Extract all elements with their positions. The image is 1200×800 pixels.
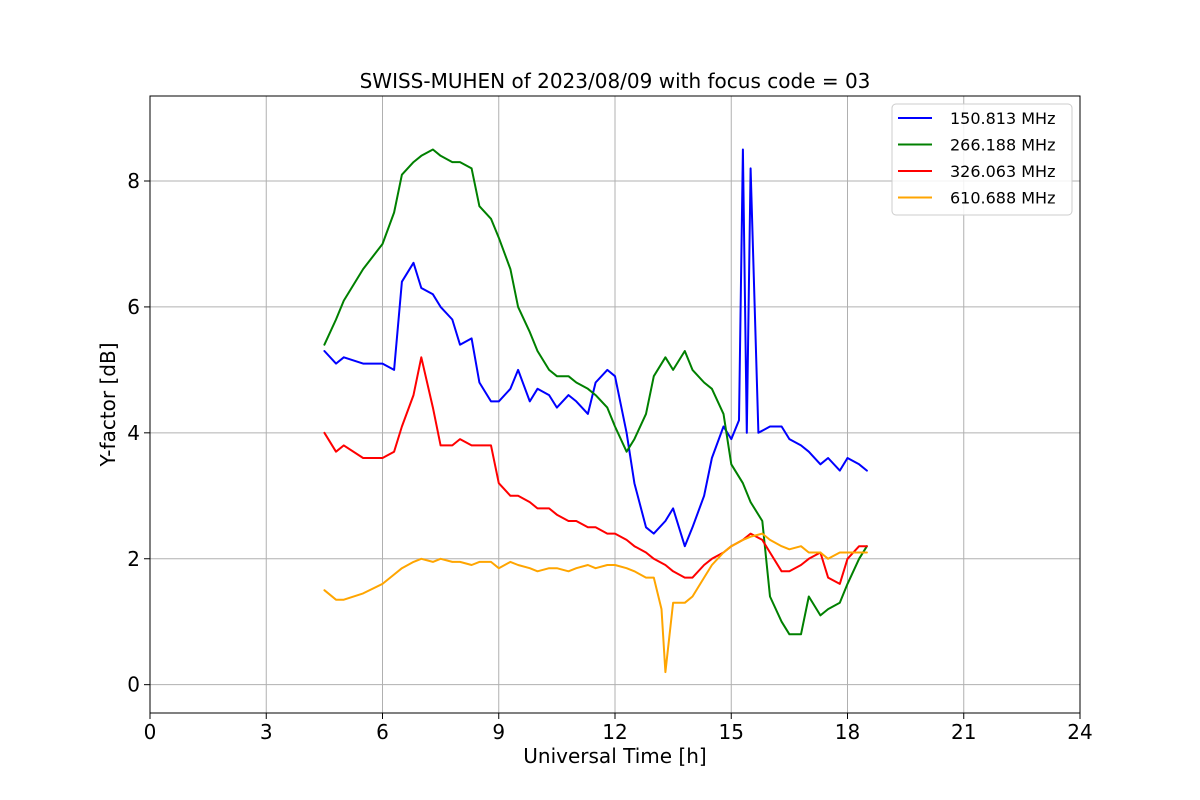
y-tick-label: 6	[127, 295, 140, 319]
x-tick-label: 18	[835, 720, 860, 744]
series-line-3	[323, 356, 868, 585]
legend-label: 150.813 MHz	[950, 109, 1055, 128]
legend-box	[891, 103, 1073, 216]
series-line-2	[323, 148, 868, 636]
x-tick-label: 21	[951, 720, 976, 744]
x-axis-ticks: 0 3 6 9 12 15 18 21 24	[144, 713, 1093, 744]
x-tick-label: 6	[376, 720, 389, 744]
x-tick-label: 3	[260, 720, 273, 744]
x-tick-label: 24	[1067, 720, 1092, 744]
x-tick-label: 9	[492, 720, 505, 744]
x-tick-label: 15	[719, 720, 744, 744]
legend-label: 326.063 MHz	[950, 162, 1055, 181]
y-tick-label: 2	[127, 547, 140, 571]
y-axis-ticks: 0 2 4 6 8	[127, 169, 150, 697]
x-tick-label: 0	[144, 720, 157, 744]
legend-label: 266.188 MHz	[950, 136, 1055, 155]
y-tick-label: 0	[127, 673, 140, 697]
x-axis-title: Universal Time [h]	[523, 744, 706, 768]
y-tick-label: 4	[127, 421, 140, 445]
y-tick-label: 8	[127, 169, 140, 193]
series-line-1	[323, 148, 868, 548]
y-axis-title: Y-factor [dB]	[96, 342, 120, 467]
series-lines	[323, 148, 868, 674]
series-line-4	[323, 532, 868, 674]
x-tick-label: 12	[602, 720, 627, 744]
legend: 150.813 MHz 266.188 MHz 326.063 MHz 610.688…	[891, 103, 1073, 216]
chart-title: SWISS-MUHEN of 2023/08/09 with focus cod…	[360, 69, 871, 93]
legend-label: 610.688 MHz	[950, 189, 1055, 208]
